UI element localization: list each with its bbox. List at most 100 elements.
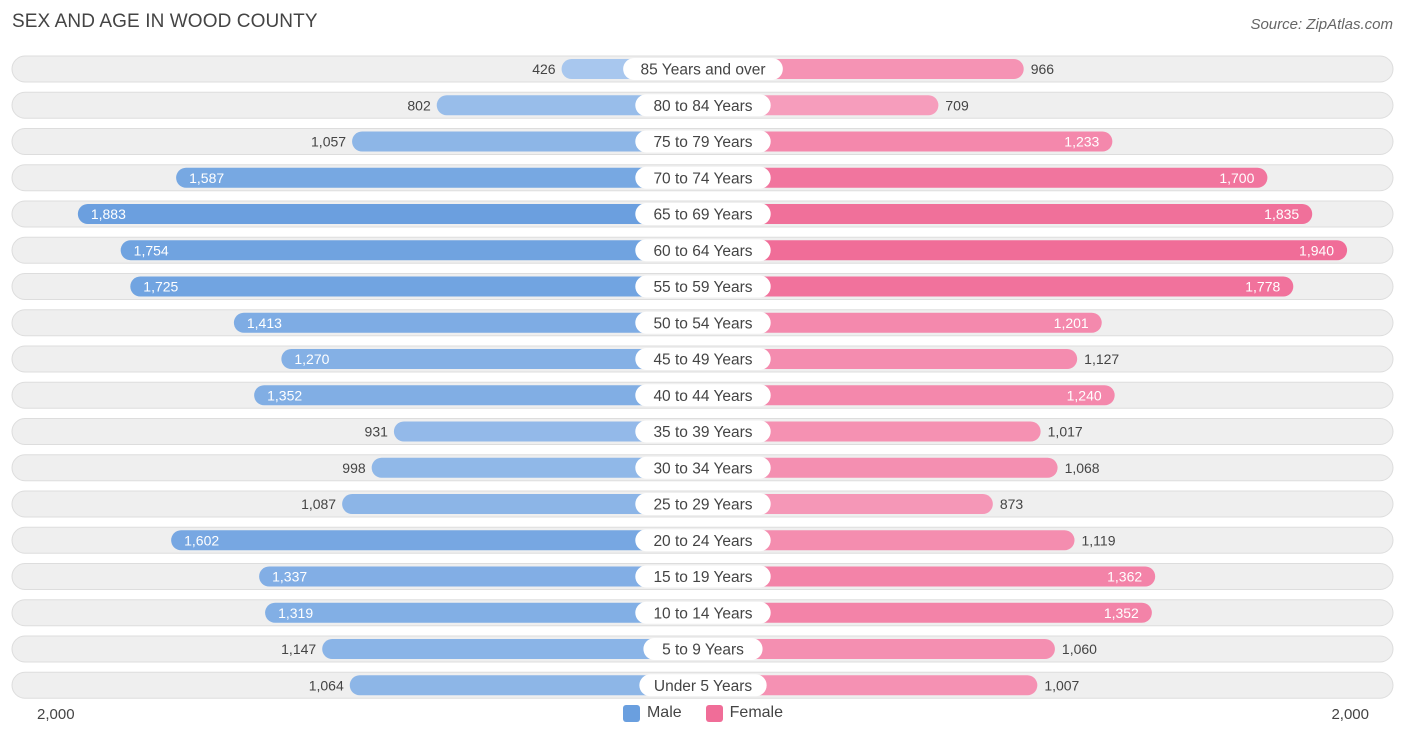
male-value-label: 1,587 [189, 170, 224, 186]
axis-left-max: 2,000 [37, 706, 75, 723]
category-label: Under 5 Years [654, 678, 752, 695]
male-bar [171, 530, 704, 551]
female-bar [703, 131, 1113, 152]
category-label: 45 to 49 Years [653, 352, 752, 369]
female-bar [703, 566, 1156, 587]
female-value-label: 1,060 [1062, 641, 1097, 657]
legend-female-label: Female [729, 704, 784, 721]
female-value-label: 873 [1000, 496, 1024, 512]
female-value-label: 1,127 [1084, 351, 1119, 367]
male-value-label: 998 [342, 460, 366, 476]
female-value-label: 1,201 [1054, 315, 1089, 331]
category-label: 35 to 39 Years [653, 424, 752, 441]
male-value-label: 931 [365, 424, 389, 440]
male-value-label: 1,337 [272, 569, 307, 585]
male-value-label: 1,057 [311, 134, 346, 150]
male-bar [130, 276, 704, 297]
axis-right-max: 2,000 [1331, 706, 1369, 723]
category-label-pill [635, 94, 771, 117]
male-value-label: 1,883 [91, 206, 126, 222]
female-swatch [705, 704, 723, 722]
legend-item-male: Male [622, 704, 682, 722]
male-bar [322, 639, 703, 659]
female-value-label: 1,352 [1104, 605, 1139, 621]
female-bar [703, 59, 1024, 79]
female-value-label: 1,700 [1219, 170, 1254, 186]
female-bar [703, 530, 1075, 551]
category-label: 60 to 64 Years [653, 243, 752, 260]
male-bar [77, 204, 704, 224]
male-bar [176, 167, 704, 188]
male-bar [436, 95, 703, 116]
female-value-label: 1,362 [1107, 569, 1142, 585]
male-bar [265, 602, 703, 623]
category-label-pill [635, 130, 771, 153]
category-label-pill [635, 239, 771, 262]
category-label: 10 to 14 Years [653, 605, 752, 622]
female-bar [703, 385, 1115, 406]
female-bar [703, 204, 1313, 224]
category-label-pill [635, 601, 771, 624]
female-bar [703, 421, 1041, 442]
category-label: 25 to 29 Years [653, 497, 752, 514]
male-value-label: 1,352 [267, 387, 302, 403]
chart-title: SEX AND AGE IN WOOD COUNTY [12, 11, 318, 32]
female-value-label: 1,233 [1064, 134, 1099, 150]
legend: Male Female [0, 704, 1406, 722]
category-label-pill [635, 529, 771, 552]
source-credit: Source: ZipAtlas.com [1250, 16, 1393, 33]
male-value-label: 1,602 [184, 532, 219, 548]
male-swatch [622, 704, 640, 722]
male-value-label: 1,754 [134, 242, 169, 258]
category-label: 80 to 84 Years [653, 98, 752, 115]
female-value-label: 709 [945, 97, 969, 113]
category-label-pill [635, 166, 771, 189]
male-bar [393, 421, 703, 442]
female-bar [703, 494, 993, 514]
female-bar [703, 675, 1038, 696]
category-label-pill [639, 674, 767, 697]
female-bar [703, 349, 1078, 369]
male-bar [342, 494, 703, 514]
category-label-pill [635, 203, 771, 225]
category-label: 5 to 9 Years [662, 642, 744, 659]
female-value-label: 1,240 [1067, 387, 1102, 403]
male-value-label: 426 [532, 61, 556, 77]
category-label-pill [643, 638, 763, 660]
female-value-label: 966 [1031, 61, 1055, 77]
male-value-label: 1,147 [281, 641, 316, 657]
male-bar [352, 131, 703, 152]
female-value-label: 1,119 [1082, 532, 1116, 548]
legend-male-label: Male [646, 704, 682, 721]
female-bar [703, 457, 1058, 478]
male-bar [259, 566, 703, 587]
male-bar [349, 675, 703, 696]
male-value-label: 1,064 [309, 677, 344, 693]
female-value-label: 1,017 [1048, 424, 1083, 440]
female-value-label: 1,940 [1299, 242, 1334, 258]
female-value-label: 1,007 [1044, 677, 1079, 693]
male-bar [254, 385, 704, 406]
female-bar [703, 240, 1348, 261]
category-label-pill [635, 493, 771, 515]
male-value-label: 1,725 [143, 279, 178, 295]
male-value-label: 1,319 [278, 605, 313, 621]
category-label: 20 to 24 Years [653, 533, 752, 550]
category-label: 65 to 69 Years [653, 207, 752, 224]
category-label-pill [623, 58, 783, 80]
category-label: 75 to 79 Years [653, 134, 752, 151]
category-label: 30 to 34 Years [653, 460, 752, 477]
male-value-label: 1,270 [294, 351, 329, 367]
category-label: 40 to 44 Years [653, 388, 752, 405]
population-pyramid-chart: 426 966 85 Years and over 802 709 80 to 84 Ye… [11, 55, 1394, 699]
male-bar [120, 240, 703, 261]
female-bar [703, 167, 1268, 188]
female-bar [703, 276, 1294, 297]
legend-item-female: Female [705, 704, 784, 722]
category-label-pill [635, 420, 771, 443]
female-value-label: 1,778 [1245, 279, 1280, 295]
male-value-label: 1,413 [247, 315, 282, 331]
category-label: 50 to 54 Years [653, 315, 752, 332]
male-bar [233, 312, 703, 333]
female-value-label: 1,835 [1264, 206, 1299, 222]
